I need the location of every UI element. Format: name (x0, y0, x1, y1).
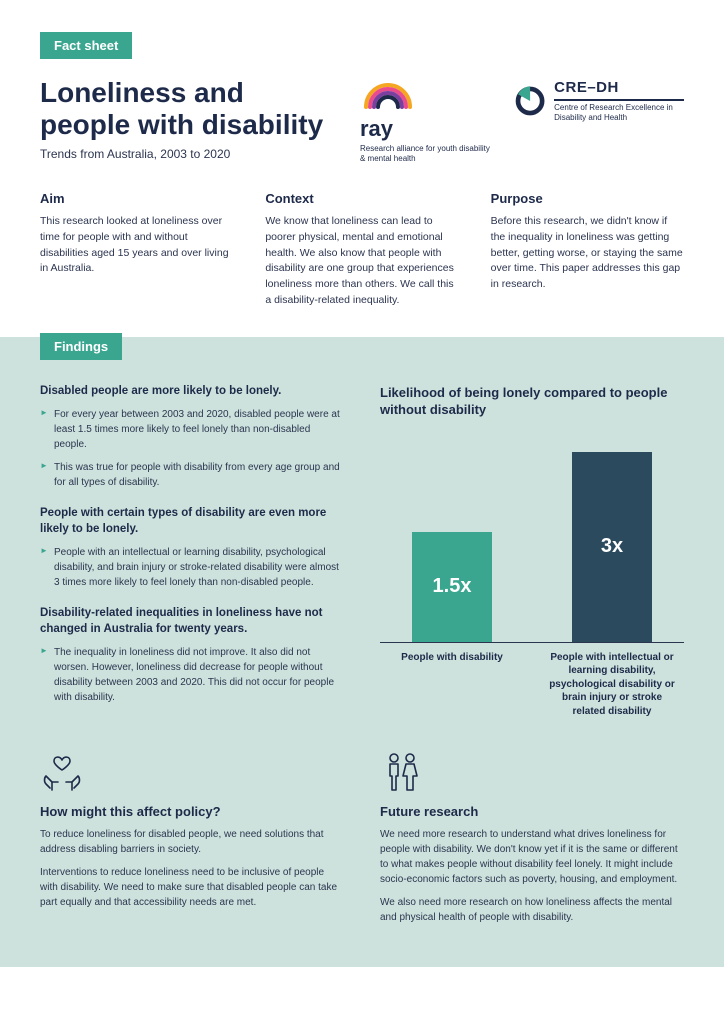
finding-item: People with an intellectual or learning … (40, 545, 344, 590)
aim-heading: Aim (40, 191, 233, 206)
finding-heading-1: People with certain types of disability … (40, 506, 344, 537)
bar-1-caption: People with intellectual or learning dis… (546, 651, 678, 719)
logo-ray-name: ray (360, 116, 490, 142)
header-row: Loneliness and people with disability Tr… (40, 77, 684, 163)
finding-heading-0: Disabled people are more likely to be lo… (40, 384, 344, 400)
purpose-heading: Purpose (491, 191, 684, 206)
logo-credh-name: CRE–DH (554, 79, 684, 101)
page-subtitle: Trends from Australia, 2003 to 2020 (40, 147, 340, 161)
logo-credh: CRE–DH Centre of Research Excellence in … (514, 77, 684, 125)
policy-para-0: To reduce loneliness for disabled people… (40, 827, 344, 857)
aim-body: This research looked at loneliness over … (40, 214, 233, 277)
finding-item: The inequality in loneliness did not imp… (40, 645, 344, 705)
finding-item: For every year between 2003 and 2020, di… (40, 407, 344, 452)
intro-context: Context We know that loneliness can lead… (265, 191, 458, 309)
title-block: Loneliness and people with disability Tr… (40, 77, 340, 161)
chart-block: Likelihood of being lonely compared to p… (380, 384, 684, 719)
policy-heading: How might this affect policy? (40, 804, 344, 819)
intro-purpose: Purpose Before this research, we didn't … (491, 191, 684, 309)
context-body: We know that loneliness can lead to poor… (265, 214, 458, 309)
policy-para-1: Interventions to reduce loneliness need … (40, 865, 344, 910)
findings-section: Findings Disabled people are more likely… (0, 337, 724, 968)
future-para-1: We also need more research on how loneli… (380, 895, 684, 925)
bar-0-caption: People with disability (386, 651, 518, 719)
logo-ray-tagline: Research alliance for youth disability &… (360, 144, 490, 163)
logo-credh-tagline: Centre of Research Excellence in Disabil… (554, 103, 684, 123)
page-title: Loneliness and people with disability (40, 77, 340, 141)
logo-ray: ray Research alliance for youth disabili… (360, 77, 490, 163)
intro-aim: Aim This research looked at loneliness o… (40, 191, 233, 309)
finding-heading-2: Disability‑related inequalities in lonel… (40, 606, 344, 637)
bar-0: 1.5x (412, 532, 492, 642)
future-para-0: We need more research to understand what… (380, 827, 684, 887)
intro-row: Aim This research looked at loneliness o… (40, 191, 684, 309)
credh-ring-icon (514, 77, 546, 125)
bar-1: 3x (572, 452, 652, 642)
finding-item: This was true for people with disability… (40, 460, 344, 490)
ray-arcs-icon (360, 77, 416, 111)
bar-1-label: 3x (601, 535, 623, 558)
bar-0-label: 1.5x (433, 575, 472, 598)
context-heading: Context (265, 191, 458, 206)
future-heading: Future research (380, 804, 684, 819)
bar-chart: 1.5x 3x (380, 443, 684, 643)
policy-col: How might this affect policy? To reduce … (40, 750, 344, 933)
findings-badge: Findings (40, 333, 122, 360)
people-icon (380, 750, 424, 794)
factsheet-badge: Fact sheet (40, 32, 132, 59)
chart-title: Likelihood of being lonely compared to p… (380, 384, 684, 419)
future-col: Future research We need more research to… (380, 750, 684, 933)
logos: ray Research alliance for youth disabili… (360, 77, 684, 163)
bottom-row: How might this affect policy? To reduce … (40, 750, 684, 933)
findings-text: Disabled people are more likely to be lo… (40, 384, 344, 719)
hands-heart-icon (40, 750, 84, 794)
purpose-body: Before this research, we didn't know if … (491, 214, 684, 293)
